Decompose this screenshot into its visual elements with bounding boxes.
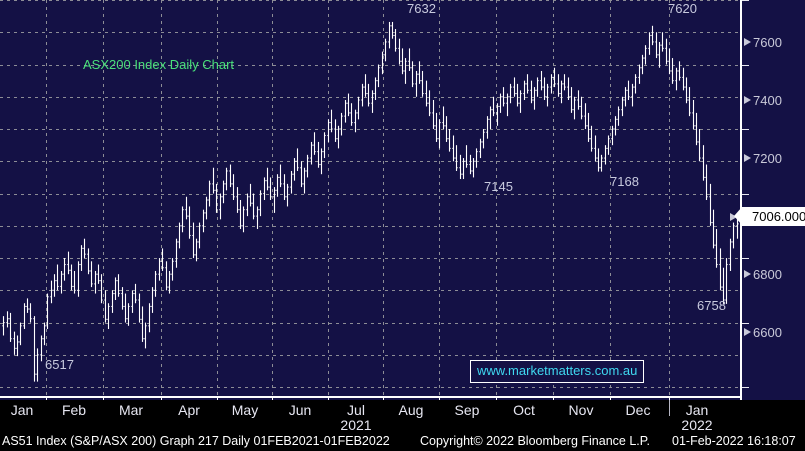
price-axis-label: 7400 <box>753 93 782 108</box>
price-axis-minor-tick <box>742 258 749 259</box>
price-axis-minor-tick <box>742 323 749 324</box>
price-axis-background <box>740 0 805 400</box>
annotation-low-7145: 7145 <box>484 179 513 194</box>
watermark-badge[interactable]: www.marketmatters.com.au <box>470 360 645 383</box>
gridline-horizontal <box>0 97 740 98</box>
gridline-vertical <box>272 0 273 400</box>
gridline-horizontal <box>0 194 740 195</box>
time-axis-month-label: Nov <box>568 402 594 418</box>
price-axis-arrow <box>744 154 751 162</box>
year-divider <box>669 400 670 416</box>
annotation-low-6758: 6758 <box>697 298 726 313</box>
time-axis-year-label: 2021 <box>340 417 372 433</box>
footer-instrument: AS51 Index (S&P/ASX 200) Graph 217 Daily… <box>2 434 390 448</box>
annotation-low-6517: 6517 <box>45 357 74 372</box>
time-axis-tick <box>46 398 47 400</box>
price-axis-label: 7200 <box>753 151 782 166</box>
gridline-vertical <box>439 0 440 400</box>
time-axis-month-label: Aug <box>398 402 424 418</box>
price-axis-minor-tick <box>742 65 749 66</box>
annotation-high-7620: 7620 <box>668 1 697 16</box>
time-axis-labels: Jan Feb Mar Apr May Jun Jul Aug Sep Oct Nov Dec Jan 2… <box>0 400 805 433</box>
gridline-vertical <box>328 0 329 400</box>
time-axis-month-label: May <box>231 402 259 418</box>
time-axis-tick <box>217 398 218 400</box>
chart-title: ASX200 Index Daily Chart <box>83 57 235 72</box>
time-axis-month-label: Mar <box>118 402 144 418</box>
chart-plot-area[interactable]: ASX200 Index Daily Chart 6517 7632 7145 716… <box>0 0 805 400</box>
time-axis-tick <box>496 398 497 400</box>
footer-timestamp: 01-Feb-2022 16:18:07 <box>672 434 796 448</box>
gridline-horizontal <box>0 290 740 291</box>
gridline-vertical <box>383 0 384 400</box>
time-axis-month-label: Apr <box>178 402 200 418</box>
time-axis-tick <box>328 398 329 400</box>
time-axis-tick <box>161 398 162 400</box>
time-axis-line <box>0 396 742 400</box>
time-axis-tick <box>103 398 104 400</box>
gridline-horizontal <box>0 161 740 162</box>
time-axis-tick <box>553 398 554 400</box>
gridline-vertical <box>217 0 218 400</box>
gridline-horizontal <box>0 258 740 259</box>
gridline-vertical <box>161 0 162 400</box>
gridline-horizontal <box>0 32 740 33</box>
price-axis-minor-tick <box>742 0 749 1</box>
price-axis-arrow <box>744 96 751 104</box>
gridline-horizontal <box>0 323 740 324</box>
time-axis-month-label: Feb <box>61 402 87 418</box>
time-axis-month-label: Jan <box>685 402 709 418</box>
time-axis-month-label: Sep <box>454 402 480 418</box>
gridline-vertical <box>669 0 670 400</box>
footer-bar: AS51 Index (S&P/ASX 200) Graph 217 Daily… <box>0 431 805 451</box>
time-axis-month-label: Jan <box>10 402 34 418</box>
time-axis-tick <box>669 398 670 400</box>
last-price-flag: 7006.000 <box>733 207 805 226</box>
gridline-horizontal <box>0 355 740 356</box>
price-axis-arrow <box>744 270 751 278</box>
gridline-vertical <box>610 0 611 400</box>
annotation-low-7168: 7168 <box>610 174 639 189</box>
time-axis-month-label: Dec <box>625 402 651 418</box>
time-axis-year-label: 2022 <box>681 417 713 433</box>
gridline-horizontal <box>0 226 740 227</box>
time-axis-month-label: Jul <box>347 402 365 418</box>
gridline-horizontal <box>0 129 740 130</box>
gridline-vertical <box>553 0 554 400</box>
time-axis-tick <box>383 398 384 400</box>
gridline-horizontal <box>0 65 740 66</box>
price-axis-arrow <box>744 328 751 336</box>
time-axis-tick <box>610 398 611 400</box>
price-axis-arrow <box>744 38 751 46</box>
gridline-horizontal <box>0 387 740 388</box>
plot-background <box>0 0 740 400</box>
price-axis-label: 6800 <box>753 267 782 282</box>
price-axis-minor-tick <box>742 194 749 195</box>
footer-copyright: Copyright© 2022 Bloomberg Finance L.P. <box>420 434 650 448</box>
gridline-vertical <box>103 0 104 400</box>
ohlc-bar-series <box>2 21 739 382</box>
time-axis-month-label: Oct <box>513 402 535 418</box>
time-axis-month-label: Jun <box>288 402 312 418</box>
time-axis-tick <box>439 398 440 400</box>
price-axis-label: 6600 <box>753 325 782 340</box>
last-price-arrow <box>730 213 737 221</box>
gridline-vertical <box>46 0 47 400</box>
price-axis-minor-tick <box>742 387 749 388</box>
price-axis-minor-tick <box>742 129 749 130</box>
price-axis-label: 7600 <box>753 35 782 50</box>
time-axis-tick <box>272 398 273 400</box>
price-axis-line <box>740 0 742 400</box>
annotation-high-7632: 7632 <box>407 1 436 16</box>
gridline-vertical <box>496 0 497 400</box>
gridline-horizontal <box>0 0 740 1</box>
